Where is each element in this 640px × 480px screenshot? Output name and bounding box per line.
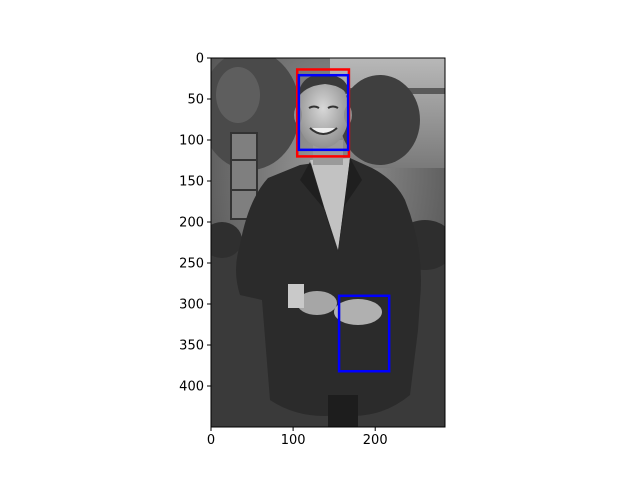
y-tick-label: 400 <box>179 380 204 395</box>
person <box>236 74 421 427</box>
y-tick-label: 150 <box>179 175 204 190</box>
jacket <box>236 158 421 416</box>
shirt <box>310 158 350 250</box>
lapel-right <box>338 158 362 252</box>
x-tick-label: 200 <box>363 433 388 448</box>
x-axis-ticks: 0 100 200 <box>207 427 388 448</box>
y-tick-label: 50 <box>187 93 204 108</box>
y-tick-label: 350 <box>179 339 204 354</box>
hand-left <box>297 291 337 315</box>
photo <box>211 58 445 427</box>
cuff-left <box>288 284 304 308</box>
hand-right <box>334 299 382 325</box>
hair <box>297 74 350 100</box>
y-tick-label: 300 <box>179 298 204 313</box>
face-box-blue <box>297 73 350 152</box>
x-tick-label: 0 <box>207 433 215 448</box>
y-axis-ticks: 0 50 100 150 200 250 300 350 400 <box>179 52 211 395</box>
eyes <box>308 105 339 109</box>
y-tick-label: 200 <box>179 216 204 231</box>
trousers <box>328 395 358 427</box>
x-tick-label: 100 <box>281 433 306 448</box>
y-tick-label: 0 <box>196 52 204 67</box>
y-tick-label: 250 <box>179 257 204 272</box>
smile <box>309 127 338 135</box>
tree-right <box>340 75 420 165</box>
bounding-boxes <box>295 68 391 373</box>
bushes-left <box>211 222 242 258</box>
lapel-left <box>300 162 337 252</box>
hands-box-blue <box>337 294 391 373</box>
tree-left-highlight <box>216 67 260 123</box>
y-tick-label: 100 <box>179 134 204 149</box>
axes-frame <box>210 57 446 428</box>
